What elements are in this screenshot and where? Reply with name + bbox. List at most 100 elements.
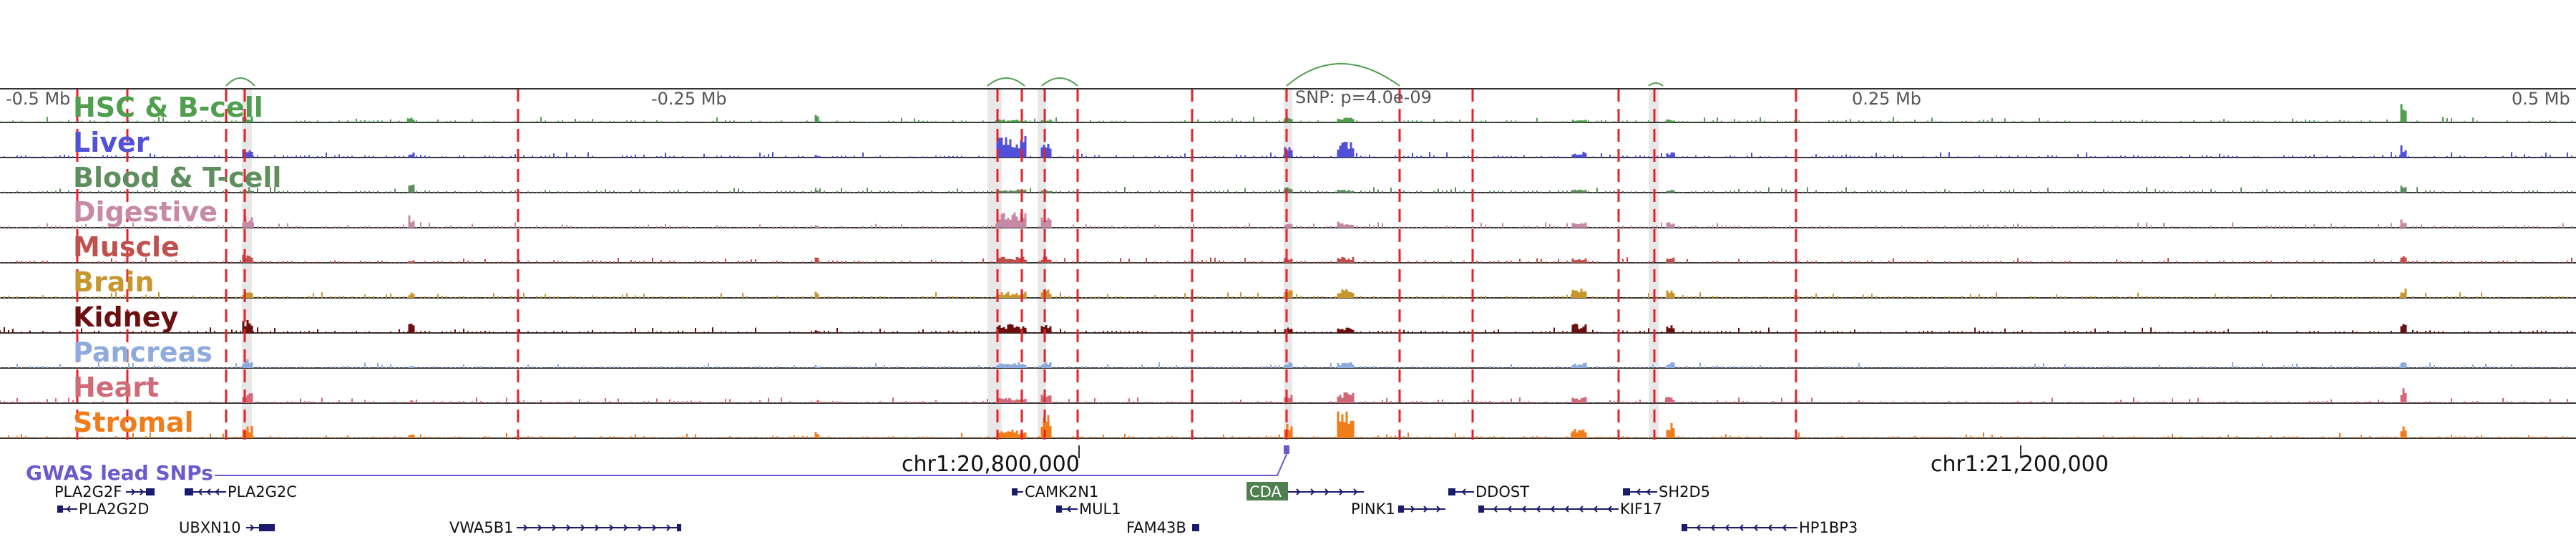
track-peak xyxy=(2400,104,2407,122)
track-peak xyxy=(408,400,415,403)
track-signal xyxy=(0,432,2568,438)
gene-vwa5b1: VWA5B1 xyxy=(449,519,681,536)
track-peak xyxy=(1666,119,1675,122)
gene-mul1: MUL1 xyxy=(1056,500,1121,518)
track-label-kidney: Kidney xyxy=(73,301,178,333)
track-signal xyxy=(0,187,2572,193)
gwas-snp-marker xyxy=(1284,445,1289,454)
track-peak xyxy=(814,365,819,368)
track-peak xyxy=(1571,362,1587,368)
gene-label: CAMK2N1 xyxy=(1025,483,1098,500)
gene-label: PLA2G2F xyxy=(54,483,122,500)
gene-label: PINK1 xyxy=(1351,500,1395,518)
track-peak xyxy=(1337,289,1355,298)
highlight-bands xyxy=(242,89,1659,440)
track-peak xyxy=(2400,185,2407,193)
interaction-arc xyxy=(1041,77,1078,87)
track-peak xyxy=(1284,223,1293,228)
track-peak xyxy=(408,117,415,122)
track-signal xyxy=(0,397,2572,403)
track-peak xyxy=(242,359,253,368)
track-label-stromal: Stromal xyxy=(73,407,194,438)
track-peak xyxy=(408,153,415,158)
track-peak xyxy=(408,184,415,193)
track-peak xyxy=(814,225,819,228)
track-label-liver: Liver xyxy=(73,127,150,158)
track-peak xyxy=(1571,258,1587,263)
gene-ubxn10: UBXN10 xyxy=(179,519,275,536)
gwas-label: GWAS lead SNPs xyxy=(26,461,213,485)
ruler-left-mid: -0.25 Mb xyxy=(651,89,727,109)
gene-kif17: KIF17 xyxy=(1478,500,1662,518)
track-peak xyxy=(814,432,819,438)
track-peak xyxy=(408,324,415,333)
track-peak xyxy=(814,330,819,333)
track-labels: HSC & B-cell Liver Blood & T-cell Digest… xyxy=(73,92,281,438)
track-label-heart: Heart xyxy=(73,372,159,403)
track-peak xyxy=(1337,221,1355,228)
track-label-pancreas: Pancreas xyxy=(73,337,213,368)
track-peak xyxy=(242,216,253,228)
track-peak xyxy=(2400,324,2407,333)
ruler-right-mid: 0.25 Mb xyxy=(1852,89,1921,109)
track-signal xyxy=(0,257,2572,263)
gene-pink1: PINK1 xyxy=(1351,500,1445,518)
gene-label: PLA2G2C xyxy=(228,483,297,500)
track-peak xyxy=(2400,145,2407,158)
interaction-arcs xyxy=(225,63,1664,87)
ruler-left-end: -0.5 Mb xyxy=(6,89,70,109)
track-signal xyxy=(0,292,2572,298)
coordinate-right: chr1:21,200,000 xyxy=(1931,452,2109,477)
ruler-right-end: 0.5 Mb xyxy=(2512,89,2570,109)
track-peak xyxy=(1337,392,1355,403)
track-peak xyxy=(408,365,415,368)
track-peak xyxy=(1666,190,1675,193)
track-peak xyxy=(1337,117,1355,122)
gene-label: SH2D5 xyxy=(1659,483,1710,500)
gene-hp1bp3: HP1BP3 xyxy=(1682,519,1858,536)
track-peak xyxy=(1666,290,1675,298)
track-label-hsc-b-cell: HSC & B-cell xyxy=(73,92,263,123)
track-peak xyxy=(2400,388,2407,403)
track-peak xyxy=(1666,257,1675,263)
track-peak xyxy=(1571,397,1587,403)
track-label-blood-t-cell: Blood & T-cell xyxy=(73,162,281,193)
track-peak xyxy=(1284,362,1293,368)
track-peak xyxy=(814,115,819,122)
track-peak xyxy=(996,362,1027,368)
track-peak xyxy=(814,257,819,263)
track-peak xyxy=(1337,411,1355,438)
track-peak xyxy=(1666,397,1675,403)
track-peak xyxy=(1040,217,1052,228)
track-peak xyxy=(1571,289,1587,298)
interaction-arc xyxy=(1648,82,1664,87)
track-label-digestive: Digestive xyxy=(73,196,218,228)
track-peak xyxy=(996,212,1027,228)
highlight-band xyxy=(1649,89,1659,440)
gene-label: HP1BP3 xyxy=(1799,519,1858,536)
track-peak xyxy=(2400,256,2407,263)
track-peak xyxy=(814,400,819,403)
interaction-arc xyxy=(987,77,1025,87)
track-peak xyxy=(1666,325,1675,333)
track-peak xyxy=(408,292,415,298)
gwas-track: GWAS lead SNPs xyxy=(26,445,1289,485)
track-peak xyxy=(1337,327,1355,333)
track-peak xyxy=(1571,324,1587,333)
gene-fam43b: FAM43B xyxy=(1126,519,1199,536)
gene-label: MUL1 xyxy=(1079,500,1121,518)
snp-pvalue-label: SNP: p=4.0e-09 xyxy=(1295,87,1432,107)
track-label-brain: Brain xyxy=(73,266,154,298)
gene-label: KIF17 xyxy=(1620,500,1662,518)
track-signal xyxy=(0,327,2572,333)
cda-highlight-box xyxy=(1246,482,1288,500)
track-peak xyxy=(1666,422,1675,438)
track-signal xyxy=(0,222,2572,228)
track-signal xyxy=(0,362,2572,368)
gene-label: VWA5B1 xyxy=(449,519,513,536)
gene-sh2d5: SH2D5 xyxy=(1623,483,1710,500)
ruler: -0.5 Mb -0.25 Mb SNP: p=4.0e-09 0.25 Mb … xyxy=(0,87,2576,109)
track-peak xyxy=(1337,190,1355,193)
track-peak xyxy=(1666,152,1675,158)
